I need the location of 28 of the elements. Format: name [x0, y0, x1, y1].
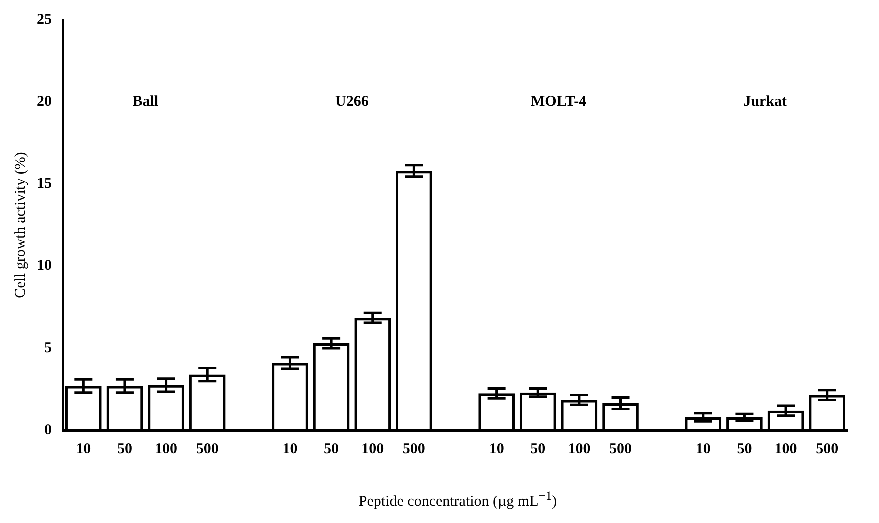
x-tick-label: 500	[196, 441, 219, 458]
x-tick-label: 10	[696, 441, 711, 458]
x-tick-label: 10	[282, 441, 298, 458]
y-tick-label: 10	[37, 258, 52, 274]
y-axis-title: Cell growth activity (%)	[12, 152, 29, 298]
x-tick-label: 50	[737, 441, 752, 458]
annotation: MOLT-4	[531, 94, 588, 110]
y-tick-label: 25	[37, 12, 52, 28]
x-tick-label: 50	[324, 441, 340, 458]
x-tick-label: 10	[489, 441, 504, 458]
annotation: Jurkat	[744, 94, 788, 110]
x-axis-title: Peptide concentration (µg mL$^{−1}$)	[358, 489, 558, 511]
y-tick-label: 5	[44, 340, 52, 356]
x-tick-label: 100	[568, 441, 591, 458]
x-tick-label: 50	[117, 441, 132, 458]
x-tick-label: 100	[155, 441, 178, 458]
x-tick-label: 500	[402, 441, 426, 458]
x-tick-label: 50	[530, 441, 546, 458]
y-tick-label: 20	[37, 94, 52, 110]
y-tick-label: 15	[37, 176, 52, 192]
annotation: U266	[336, 94, 370, 110]
x-tick-label: 100	[774, 441, 798, 458]
x-tick-label: 10	[76, 441, 92, 458]
x-tick-label: 500	[610, 441, 632, 458]
x-tick-label: 500	[816, 441, 839, 458]
x-tick-label: 100	[362, 441, 384, 458]
y-tick-label: 0	[44, 422, 52, 438]
annotation: Ball	[132, 94, 159, 110]
